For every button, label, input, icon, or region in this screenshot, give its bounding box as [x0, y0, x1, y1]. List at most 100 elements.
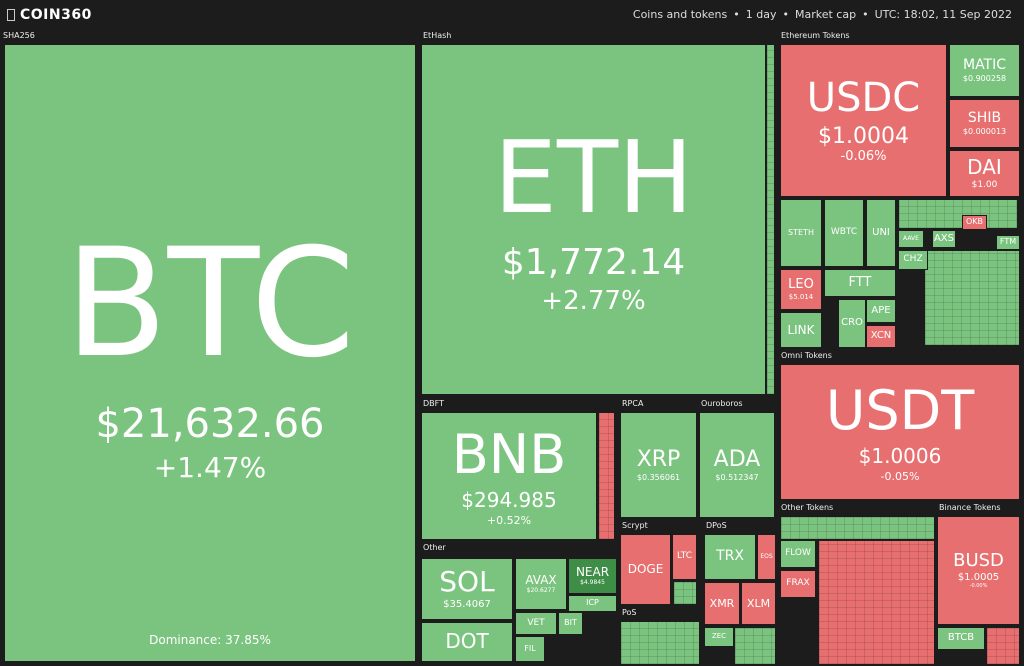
symbol: UNI [872, 226, 890, 238]
coin-tile[interactable]: BIT [558, 612, 583, 635]
coin-tile[interactable]: LEO $5.014 [780, 269, 822, 310]
coin-tile[interactable]: DAI $1.00 [949, 150, 1020, 197]
coin-tile[interactable]: FTM [996, 235, 1020, 250]
coin-tile[interactable]: STETH [780, 199, 822, 267]
minor-tile[interactable] [898, 199, 1018, 229]
coin-tile[interactable]: XRP $0.356061 [620, 412, 697, 518]
coin-tile[interactable]: AXS [932, 230, 956, 248]
group-label[interactable]: Binance Tokens [939, 503, 1001, 512]
symbol: BIT [564, 618, 577, 628]
coin-tile[interactable]: ICP [568, 595, 617, 612]
minor-tile[interactable] [986, 627, 1020, 665]
group-label[interactable]: EtHash [423, 31, 452, 40]
coin-tile[interactable]: APE [866, 299, 896, 323]
symbol: BNB [451, 422, 567, 486]
minor-tile[interactable] [620, 621, 700, 665]
symbol: LEO [788, 276, 814, 292]
minor-tile[interactable] [924, 250, 1020, 346]
symbol: BUSD [953, 550, 1004, 572]
minor-tile[interactable] [598, 412, 615, 540]
filter[interactable]: Market cap [794, 8, 857, 21]
coin-tile[interactable]: VET [515, 612, 557, 635]
symbol: AAVE [903, 234, 919, 242]
coin-tile[interactable]: NEAR $4.9845 [568, 558, 617, 594]
coin-tile[interactable]: BNB $294.985 +0.52% [421, 412, 597, 540]
group-label[interactable]: Omni Tokens [781, 351, 832, 360]
coin-tile[interactable]: AVAX $20.6277 [515, 558, 567, 610]
coin-tile[interactable]: XCN [866, 325, 896, 348]
coin-tile[interactable]: BUSD $1.0005 -0.00% [937, 516, 1020, 625]
group-label[interactable]: Other Tokens [781, 503, 834, 512]
filter[interactable]: UTC: 18:02, 11 Sep 2022 [874, 8, 1012, 21]
coin-tile[interactable]: FLOW [780, 540, 816, 568]
coin-tile[interactable]: USDC $1.0004 -0.06% [780, 44, 947, 197]
coin-tile[interactable]: UNI [866, 199, 896, 267]
group-label[interactable]: Ouroboros [701, 399, 743, 408]
coin-tile[interactable]: DOT [421, 622, 513, 662]
coin-tile[interactable]: CRO [838, 299, 866, 348]
symbol: DOT [445, 629, 489, 654]
group-label[interactable]: RPCA [622, 399, 644, 408]
symbol: SHIB [967, 109, 1002, 126]
coin-tile[interactable]: XLM [741, 582, 776, 625]
coin-tile[interactable]: TRX [704, 534, 756, 580]
coin-tile[interactable]: AAVE [898, 230, 924, 248]
group-label[interactable]: Other [423, 543, 446, 552]
coin-tile[interactable]: SHIB $0.000013 [949, 99, 1020, 148]
coin-tile[interactable]: ZEC [704, 627, 734, 647]
group-label[interactable]: Scrypt [622, 521, 648, 530]
symbol: AXS [933, 232, 955, 244]
coin-tile[interactable]: FTT [824, 269, 896, 297]
symbol: ICP [586, 598, 599, 608]
symbol: AVAX [525, 572, 557, 587]
coin-tile[interactable]: ETH $1,772.14 +2.77% [421, 44, 766, 395]
coin-tile[interactable]: ADA $0.512347 [699, 412, 775, 518]
symbol: VET [527, 617, 545, 628]
coin-tile[interactable]: EOS [757, 534, 776, 580]
coin-tile[interactable]: BTC $21,632.66 +1.47% Dominance: 37.85% [4, 44, 416, 662]
coin-tile[interactable]: SOL $35.4067 [421, 558, 513, 620]
group-label[interactable]: Ethereum Tokens [781, 31, 850, 40]
change: +0.52% [486, 513, 532, 527]
group-label[interactable]: DBFT [423, 399, 444, 408]
minor-tile[interactable] [766, 44, 775, 395]
coin-tile[interactable]: LTC [672, 534, 697, 580]
symbol: STETH [788, 227, 814, 237]
coin-tile[interactable]: WBTC [824, 199, 864, 267]
coin-tile[interactable]: FRAX [780, 570, 816, 598]
symbol: CRO [841, 317, 863, 329]
group-label[interactable]: PoS [622, 608, 637, 617]
coin-tile[interactable]: MATIC $0.900258 [949, 44, 1020, 97]
coin-tile[interactable]: LINK [780, 312, 822, 348]
logo[interactable]: COIN360 [20, 7, 92, 23]
coin-tile[interactable]: XMR [704, 582, 740, 625]
coin-tile[interactable]: BTCB [937, 627, 985, 650]
symbol: FRAX [786, 578, 810, 589]
minor-tile[interactable] [673, 581, 697, 605]
coin-tile[interactable]: USDT $1.0006 -0.05% [780, 364, 1020, 500]
group-label[interactable]: DPoS [706, 521, 727, 530]
minor-tile[interactable] [780, 516, 935, 540]
group-label[interactable]: SHA256 [3, 31, 35, 40]
price: $1.0004 [818, 123, 909, 149]
symbol: WBTC [830, 227, 858, 238]
minor-tile[interactable] [734, 627, 776, 665]
symbol: ZEC [711, 632, 727, 641]
price: $0.356061 [636, 472, 681, 482]
symbol: TRX [716, 548, 744, 565]
filter[interactable]: 1 day [745, 8, 777, 21]
coin-tile[interactable]: FIL [515, 636, 545, 662]
filter[interactable]: Coins and tokens [632, 8, 728, 21]
coin-tile[interactable]: DOGE [620, 534, 671, 605]
price: $0.512347 [715, 472, 759, 482]
coin-tile[interactable]: CHZ [898, 250, 928, 270]
price: $4.9845 [580, 578, 605, 586]
symbol: MATIC [962, 56, 1007, 73]
symbol: USDC [806, 74, 921, 121]
symbol: USDT [825, 378, 975, 442]
price: $294.985 [461, 488, 557, 513]
symbol: DOGE [627, 562, 664, 577]
symbol: LINK [787, 322, 815, 337]
coin-tile[interactable]: OKB [962, 215, 987, 230]
minor-tile[interactable] [818, 540, 935, 665]
